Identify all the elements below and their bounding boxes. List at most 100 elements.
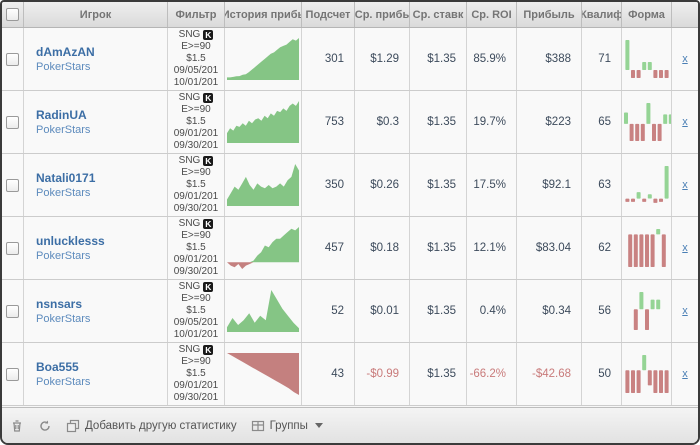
filter-stake-label: $1.5 bbox=[186, 305, 206, 316]
footer-toolbar: Добавить другую статистику Группы bbox=[2, 407, 698, 443]
filter-cell[interactable]: SNG K E>=90 $1.5 09/01/201 09/30/201 bbox=[168, 217, 225, 279]
profit-history-sparkline bbox=[225, 91, 302, 153]
avg-roi-cell: 19.7% bbox=[467, 91, 517, 153]
remove-row-link[interactable]: x bbox=[682, 242, 688, 254]
count-cell: 52 bbox=[302, 280, 355, 342]
delete-icon[interactable] bbox=[10, 419, 24, 433]
filter-date-to: 10/01/201 bbox=[173, 77, 219, 88]
player-name-link[interactable]: dAmAzAN bbox=[36, 45, 95, 59]
player-name-link[interactable]: Boa555 bbox=[36, 360, 79, 374]
filter-date-from: 09/01/201 bbox=[173, 191, 219, 202]
filter-k-badge-icon: K bbox=[203, 156, 214, 166]
avg-roi-cell: 85.9% bbox=[467, 28, 517, 90]
filter-cell[interactable]: SNG K E>=90 $1.5 09/01/201 09/30/201 bbox=[168, 154, 225, 216]
row-checkbox[interactable] bbox=[6, 241, 19, 255]
col-header-profit-history[interactable]: История прибь bbox=[225, 2, 302, 27]
col-header-count[interactable]: Подсчет bbox=[302, 2, 355, 27]
filter-date-from: 09/01/201 bbox=[173, 128, 219, 139]
filter-stake-label: $1.5 bbox=[186, 242, 206, 253]
filter-limit-label: E>=90 bbox=[181, 167, 211, 178]
refresh-icon[interactable] bbox=[38, 419, 52, 433]
table-row: RadinUA PokerStars SNG K E>=90 $1.5 09/0… bbox=[2, 91, 698, 154]
avg-profit-cell: -$0.99 bbox=[355, 343, 410, 405]
player-name-link[interactable]: nsnsars bbox=[36, 297, 83, 311]
row-checkbox[interactable] bbox=[6, 304, 19, 318]
filter-k-badge-icon: K bbox=[203, 282, 214, 292]
qualified-cell: 62 bbox=[582, 217, 622, 279]
avg-stake-cell: $1.35 bbox=[410, 91, 467, 153]
add-statistic-icon bbox=[66, 419, 80, 433]
filter-limit-label: E>=90 bbox=[181, 41, 211, 52]
remove-cell: x bbox=[672, 154, 698, 216]
remove-row-link[interactable]: x bbox=[682, 179, 688, 191]
avg-stake-cell: $1.35 bbox=[410, 343, 467, 405]
qualified-cell: 56 bbox=[582, 280, 622, 342]
form-bars-chart bbox=[622, 280, 672, 342]
col-header-form[interactable]: Форма bbox=[622, 2, 672, 27]
profit-cell: $92.1 bbox=[517, 154, 582, 216]
remove-row-link[interactable]: x bbox=[682, 53, 688, 65]
avg-profit-cell: $0.3 bbox=[355, 91, 410, 153]
filter-date-to: 09/30/201 bbox=[173, 203, 219, 214]
col-header-avg-profit[interactable]: Ср. прибь bbox=[355, 2, 410, 27]
filter-cell[interactable]: SNG K E>=90 $1.5 09/01/201 09/30/201 bbox=[168, 91, 225, 153]
filter-game-line: SNG K bbox=[179, 29, 214, 41]
player-site-link[interactable]: PokerStars bbox=[36, 124, 91, 136]
table-row: nsnsars PokerStars SNG K E>=90 $1.5 09/0… bbox=[2, 280, 698, 343]
profit-cell: $223 bbox=[517, 91, 582, 153]
table-row: Natali0171 PokerStars SNG K E>=90 $1.5 0… bbox=[2, 154, 698, 217]
count-cell: 43 bbox=[302, 343, 355, 405]
filter-cell[interactable]: SNG K E>=90 $1.5 09/05/201 10/01/201 bbox=[168, 280, 225, 342]
col-header-player[interactable]: Игрок bbox=[24, 2, 168, 27]
filter-limit-label: E>=90 bbox=[181, 230, 211, 241]
filter-cell[interactable]: SNG K E>=90 $1.5 09/05/201 10/01/201 bbox=[168, 28, 225, 90]
row-checkbox[interactable] bbox=[6, 178, 19, 192]
player-cell: Natali0171 PokerStars bbox=[24, 154, 168, 216]
filter-date-to: 10/01/201 bbox=[173, 329, 219, 340]
add-statistic-button[interactable]: Добавить другую статистику bbox=[66, 419, 237, 433]
select-all-checkbox[interactable] bbox=[6, 8, 19, 21]
filter-stake-label: $1.5 bbox=[186, 116, 206, 127]
col-header-profit[interactable]: Прибыль bbox=[517, 2, 582, 27]
row-checkbox-cell bbox=[2, 343, 24, 405]
filter-date-from: 09/05/201 bbox=[173, 65, 219, 76]
remove-row-link[interactable]: x bbox=[682, 368, 688, 380]
form-bars-chart bbox=[622, 217, 672, 279]
filter-game-line: SNG K bbox=[179, 218, 214, 230]
filter-limit-label: E>=90 bbox=[181, 104, 211, 115]
player-site-link[interactable]: PokerStars bbox=[36, 313, 91, 325]
avg-stake-cell: $1.35 bbox=[410, 28, 467, 90]
row-checkbox[interactable] bbox=[6, 367, 19, 381]
profit-history-sparkline bbox=[225, 28, 302, 90]
player-name-link[interactable]: RadinUA bbox=[36, 108, 87, 122]
filter-date-from: 09/01/201 bbox=[173, 380, 219, 391]
col-header-avg-stake[interactable]: Ср. ставк bbox=[410, 2, 467, 27]
player-name-link[interactable]: Natali0171 bbox=[36, 171, 96, 185]
qualified-cell: 71 bbox=[582, 28, 622, 90]
row-checkbox[interactable] bbox=[6, 115, 19, 129]
groups-button[interactable]: Группы bbox=[251, 419, 323, 433]
remove-row-link[interactable]: x bbox=[682, 305, 688, 317]
form-bars-chart bbox=[622, 154, 672, 216]
count-cell: 301 bbox=[302, 28, 355, 90]
player-cell: unlucklesss PokerStars bbox=[24, 217, 168, 279]
filter-date-to: 09/30/201 bbox=[173, 140, 219, 151]
filter-stake-label: $1.5 bbox=[186, 368, 206, 379]
player-name-link[interactable]: unlucklesss bbox=[36, 234, 105, 248]
col-header-avg-roi[interactable]: Ср. ROI bbox=[467, 2, 517, 27]
filter-game-label: SNG bbox=[178, 344, 201, 355]
player-site-link[interactable]: PokerStars bbox=[36, 187, 91, 199]
qualified-cell: 65 bbox=[582, 91, 622, 153]
player-site-link[interactable]: PokerStars bbox=[36, 376, 91, 388]
groups-label: Группы bbox=[269, 419, 308, 432]
col-header-qualified[interactable]: Квалиф bbox=[582, 2, 622, 27]
filter-limit-label: E>=90 bbox=[181, 356, 211, 367]
filter-date-to: 09/30/201 bbox=[173, 266, 219, 277]
row-checkbox[interactable] bbox=[6, 52, 19, 66]
count-cell: 753 bbox=[302, 91, 355, 153]
player-site-link[interactable]: PokerStars bbox=[36, 61, 91, 73]
player-site-link[interactable]: PokerStars bbox=[36, 250, 91, 262]
col-header-filter[interactable]: Фильтр bbox=[168, 2, 225, 27]
filter-cell[interactable]: SNG K E>=90 $1.5 09/01/201 09/30/201 bbox=[168, 343, 225, 405]
remove-row-link[interactable]: x bbox=[682, 116, 688, 128]
